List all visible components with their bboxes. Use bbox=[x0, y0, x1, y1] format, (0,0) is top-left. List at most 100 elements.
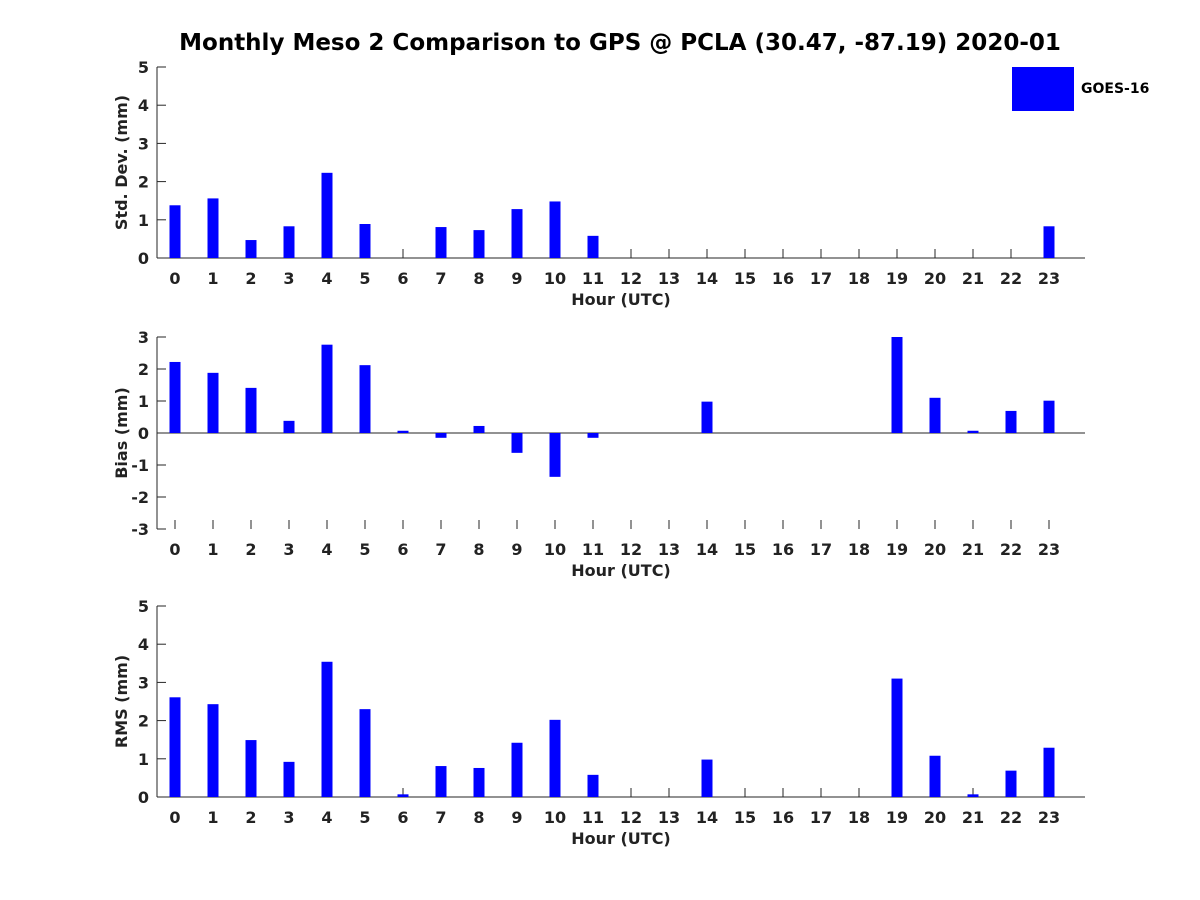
y-tick-label: -1 bbox=[131, 456, 149, 475]
bar-std-hour-1 bbox=[207, 198, 219, 258]
x-tick-label: 22 bbox=[1000, 540, 1022, 559]
bar-bias-hour-20 bbox=[929, 397, 941, 433]
x-tick-label: 21 bbox=[962, 808, 984, 827]
x-tick-label: 11 bbox=[582, 540, 604, 559]
x-tick-label: 18 bbox=[848, 269, 870, 288]
x-tick-label: 5 bbox=[359, 808, 370, 827]
x-tick-label: 12 bbox=[620, 269, 642, 288]
x-tick-label: 1 bbox=[207, 808, 218, 827]
bar-std-hour-4 bbox=[321, 172, 333, 258]
bar-bias-hour-9 bbox=[511, 433, 523, 453]
y-axis-title: Bias (mm) bbox=[112, 387, 131, 479]
x-tick-label: 23 bbox=[1038, 269, 1060, 288]
y-tick-label: 3 bbox=[138, 673, 149, 692]
bar-std-hour-8 bbox=[473, 230, 485, 258]
x-tick-label: 23 bbox=[1038, 540, 1060, 559]
y-axis-title: Std. Dev. (mm) bbox=[112, 95, 131, 230]
y-tick-label: 5 bbox=[138, 597, 149, 616]
x-tick-label: 13 bbox=[658, 540, 680, 559]
x-tick-label: 15 bbox=[734, 269, 756, 288]
x-tick-label: 10 bbox=[544, 540, 566, 559]
x-tick-label: 14 bbox=[696, 269, 718, 288]
bar-rms-hour-5 bbox=[359, 709, 371, 797]
x-tick-label: 4 bbox=[321, 808, 332, 827]
bar-rms-hour-23 bbox=[1043, 747, 1055, 797]
bar-bias-hour-0 bbox=[169, 361, 181, 433]
x-tick-label: 9 bbox=[511, 808, 522, 827]
x-tick-label: 18 bbox=[848, 808, 870, 827]
x-tick-label: 7 bbox=[435, 269, 446, 288]
y-tick-label: 1 bbox=[138, 750, 149, 769]
bar-std-hour-3 bbox=[283, 226, 295, 258]
bar-std-hour-0 bbox=[169, 205, 181, 258]
x-tick-label: 19 bbox=[886, 808, 908, 827]
x-tick-label: 9 bbox=[511, 540, 522, 559]
x-tick-label: 7 bbox=[435, 808, 446, 827]
y-tick-label: 4 bbox=[138, 96, 149, 115]
bar-rms-hour-1 bbox=[207, 704, 219, 797]
x-tick-label: 22 bbox=[1000, 269, 1022, 288]
bar-bias-hour-7 bbox=[435, 433, 447, 438]
bar-rms-hour-3 bbox=[283, 761, 295, 797]
legend-label: GOES-16 bbox=[1081, 81, 1150, 97]
bar-std-hour-10 bbox=[549, 201, 561, 258]
x-tick-label: 5 bbox=[359, 269, 370, 288]
x-axis-title: Hour (UTC) bbox=[571, 561, 671, 580]
x-tick-label: 6 bbox=[397, 540, 408, 559]
x-tick-label: 20 bbox=[924, 808, 946, 827]
x-tick-label: 13 bbox=[658, 269, 680, 288]
x-tick-label: 5 bbox=[359, 540, 370, 559]
y-tick-label: 0 bbox=[138, 788, 149, 807]
bar-rms-hour-20 bbox=[929, 755, 941, 797]
bar-bias-hour-21 bbox=[967, 430, 979, 433]
bar-rms-hour-14 bbox=[701, 759, 713, 797]
x-tick-label: 7 bbox=[435, 540, 446, 559]
x-tick-label: 14 bbox=[696, 808, 718, 827]
bar-std-hour-23 bbox=[1043, 226, 1055, 258]
x-tick-label: 20 bbox=[924, 540, 946, 559]
x-tick-label: 19 bbox=[886, 269, 908, 288]
x-tick-label: 12 bbox=[620, 540, 642, 559]
bar-rms-hour-8 bbox=[473, 767, 485, 797]
bar-rms-hour-19 bbox=[891, 678, 903, 797]
y-tick-label: -3 bbox=[131, 520, 149, 539]
bar-rms-hour-9 bbox=[511, 742, 523, 797]
x-tick-label: 4 bbox=[321, 269, 332, 288]
y-tick-label: 3 bbox=[138, 134, 149, 153]
x-tick-label: 11 bbox=[582, 269, 604, 288]
bar-bias-hour-23 bbox=[1043, 400, 1055, 433]
chart-title: Monthly Meso 2 Comparison to GPS @ PCLA … bbox=[179, 30, 1061, 56]
x-tick-label: 2 bbox=[245, 269, 256, 288]
x-axis-title: Hour (UTC) bbox=[571, 829, 671, 848]
bar-bias-hour-2 bbox=[245, 387, 257, 433]
x-tick-label: 8 bbox=[473, 540, 484, 559]
x-tick-label: 17 bbox=[810, 269, 832, 288]
y-tick-label: 2 bbox=[138, 360, 149, 379]
y-tick-label: -2 bbox=[131, 488, 149, 507]
y-tick-label: 0 bbox=[138, 249, 149, 268]
bar-std-hour-2 bbox=[245, 240, 257, 258]
x-tick-label: 16 bbox=[772, 540, 794, 559]
x-tick-label: 22 bbox=[1000, 808, 1022, 827]
bar-bias-hour-22 bbox=[1005, 410, 1017, 433]
bar-bias-hour-8 bbox=[473, 425, 485, 433]
x-tick-label: 17 bbox=[810, 540, 832, 559]
bar-std-hour-9 bbox=[511, 209, 523, 258]
x-tick-label: 10 bbox=[544, 269, 566, 288]
x-tick-label: 11 bbox=[582, 808, 604, 827]
x-tick-label: 0 bbox=[169, 269, 180, 288]
x-tick-label: 16 bbox=[772, 808, 794, 827]
x-tick-label: 0 bbox=[169, 808, 180, 827]
y-tick-label: 4 bbox=[138, 635, 149, 654]
x-tick-label: 8 bbox=[473, 269, 484, 288]
bar-rms-hour-21 bbox=[967, 794, 979, 797]
bar-bias-hour-5 bbox=[359, 365, 371, 433]
bar-rms-hour-7 bbox=[435, 766, 447, 797]
bar-rms-hour-22 bbox=[1005, 770, 1017, 797]
x-tick-label: 6 bbox=[397, 269, 408, 288]
y-tick-label: 1 bbox=[138, 211, 149, 230]
bar-std-hour-11 bbox=[587, 235, 599, 258]
x-tick-label: 3 bbox=[283, 269, 294, 288]
y-tick-label: 1 bbox=[138, 392, 149, 411]
y-tick-label: 2 bbox=[138, 173, 149, 192]
